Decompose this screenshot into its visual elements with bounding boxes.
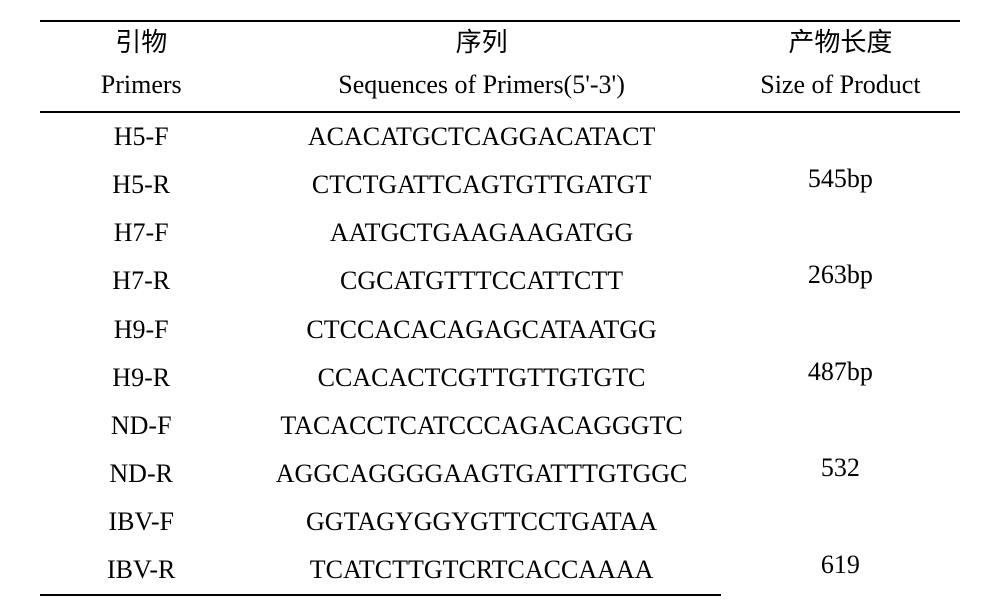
primer-name: H7-R <box>40 257 242 305</box>
primer-seq: CGCATGTTTCCATTCTT <box>242 257 720 305</box>
table-row: H5-F ACACATGCTCAGGACATACT 545bp <box>40 112 960 161</box>
primer-seq: CTCCACACAGAGCATAATGG <box>242 306 720 354</box>
table-row: ND-F TACACCTCATCCCAGACAGGGTC 532 <box>40 402 960 450</box>
primer-seq: TACACCTCATCCCAGACAGGGTC <box>242 402 720 450</box>
primer-table: 引物 序列 产物长度 Primers Sequences of Primers(… <box>40 20 960 596</box>
header-primer-cn: 引物 <box>40 21 242 64</box>
product-size: 545bp <box>721 112 960 209</box>
primer-name: H9-F <box>40 306 242 354</box>
primer-seq: ACACATGCTCAGGACATACT <box>242 112 720 161</box>
table-row: IBV-F GGTAGYGGYGTTCCTGATAA 619 <box>40 498 960 546</box>
product-size: 532 <box>721 402 960 498</box>
primer-name: ND-R <box>40 450 242 498</box>
header-seq-en: Sequences of Primers(5'-3') <box>242 64 720 113</box>
primer-name: H5-F <box>40 112 242 161</box>
primer-name: IBV-R <box>40 546 242 595</box>
primer-seq: AATGCTGAAGAAGATGG <box>242 209 720 257</box>
primer-seq: AGGCAGGGGAAGTGATTTGTGGC <box>242 450 720 498</box>
table-header: 引物 序列 产物长度 Primers Sequences of Primers(… <box>40 21 960 112</box>
table-body: H5-F ACACATGCTCAGGACATACT 545bp H5-R CTC… <box>40 112 960 595</box>
primer-seq: TCATCTTGTCRTCACCAAAA <box>242 546 720 595</box>
header-size-en: Size of Product <box>721 64 960 113</box>
primer-name: IBV-F <box>40 498 242 546</box>
primer-name: H7-F <box>40 209 242 257</box>
primer-seq: CTCTGATTCAGTGTTGATGT <box>242 161 720 209</box>
product-size: 263bp <box>721 209 960 305</box>
primer-seq: GGTAGYGGYGTTCCTGATAA <box>242 498 720 546</box>
primer-name: ND-F <box>40 402 242 450</box>
header-primer-en: Primers <box>40 64 242 113</box>
table-row: H9-F CTCCACACAGAGCATAATGG 487bp <box>40 306 960 354</box>
product-size: 487bp <box>721 306 960 402</box>
header-seq-cn: 序列 <box>242 21 720 64</box>
header-size-cn: 产物长度 <box>721 21 960 64</box>
primer-name: H5-R <box>40 161 242 209</box>
table-row: H7-F AATGCTGAAGAAGATGG 263bp <box>40 209 960 257</box>
primer-name: H9-R <box>40 354 242 402</box>
product-size: 619 <box>721 498 960 595</box>
primer-seq: CCACACTCGTTGTTGTGTC <box>242 354 720 402</box>
